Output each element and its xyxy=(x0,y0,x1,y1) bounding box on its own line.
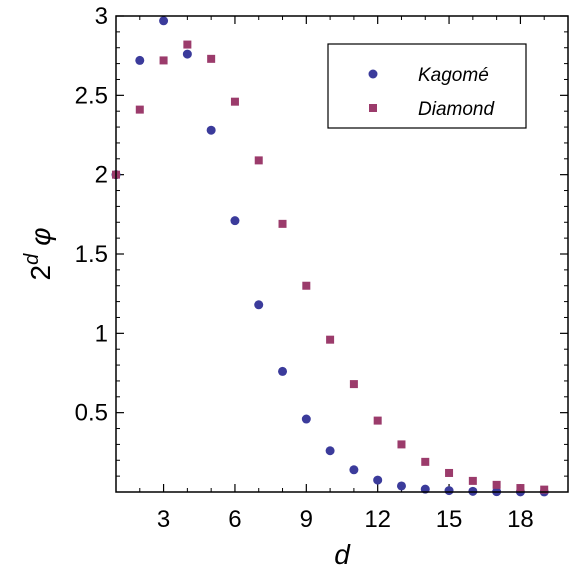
y-tick-label: 1.5 xyxy=(75,241,108,268)
x-tick-label: 6 xyxy=(228,506,241,533)
y-tick-label: 2.5 xyxy=(75,82,108,109)
y-axis-title-exponent: d xyxy=(21,253,43,265)
x-tick-label: 9 xyxy=(300,506,313,533)
y-axis-title-base: 2 xyxy=(25,265,56,281)
diamond-point xyxy=(468,476,477,485)
y-axis-title-symbol: φ xyxy=(25,228,56,246)
diamond-point xyxy=(421,457,430,466)
kagome-point xyxy=(301,414,311,424)
y-axis-title: 2dφ xyxy=(21,228,56,281)
diamond-point xyxy=(302,281,311,290)
tick-labels-layer: 3 6 9 12 15 18 0.5 1 1.5 2 2.5 3 xyxy=(75,3,534,533)
legend-label-diamond: Diamond xyxy=(418,99,495,120)
legend: Kagomé Diamond xyxy=(327,43,527,129)
diamond-point xyxy=(183,40,192,49)
x-tick-label: 3 xyxy=(157,506,170,533)
y-tick-label: 3 xyxy=(95,3,108,30)
y-tick-label: 2 xyxy=(95,162,108,189)
diamond-point xyxy=(326,335,335,344)
kagome-point xyxy=(206,125,216,135)
y-tick-label: 1 xyxy=(95,320,108,347)
kagome-point xyxy=(182,49,192,59)
diamond-point xyxy=(207,54,216,63)
svg-text:2dφ: 2dφ xyxy=(21,228,56,281)
plot-frame xyxy=(115,15,569,493)
x-tick-label: 18 xyxy=(507,506,534,533)
kagome-point xyxy=(135,55,145,65)
legend-marker-diamond xyxy=(369,104,377,112)
diamond-point xyxy=(278,219,287,228)
diamond-point xyxy=(349,380,358,389)
y-tick-label: 0.5 xyxy=(75,400,108,427)
kagome-point xyxy=(349,465,359,475)
diamond-point xyxy=(230,97,239,106)
x-tick-label: 12 xyxy=(364,506,391,533)
kagome-point xyxy=(444,486,454,496)
x-axis-title: d xyxy=(334,539,351,570)
legend-box xyxy=(327,43,527,129)
kagome-point xyxy=(396,481,406,491)
x-tick-label: 15 xyxy=(436,506,463,533)
kagome-point xyxy=(254,300,264,310)
diamond-point xyxy=(445,468,454,477)
legend-label-kagome: Kagomé xyxy=(418,65,489,86)
kagome-point xyxy=(373,475,383,485)
points-layer xyxy=(111,16,549,497)
kagome-point xyxy=(230,216,240,226)
diamond-point xyxy=(397,440,406,449)
kagome-point xyxy=(278,366,288,376)
diamond-point xyxy=(254,156,263,165)
diamond-point xyxy=(540,485,549,494)
diamond-point xyxy=(516,484,525,493)
diamond-point xyxy=(492,480,501,489)
legend-marker-kagome xyxy=(368,69,378,79)
diamond-point xyxy=(373,416,382,425)
kagome-point xyxy=(159,16,169,26)
diamond-point xyxy=(159,56,168,65)
kagome-point xyxy=(325,446,335,456)
diamond-point xyxy=(135,105,144,114)
